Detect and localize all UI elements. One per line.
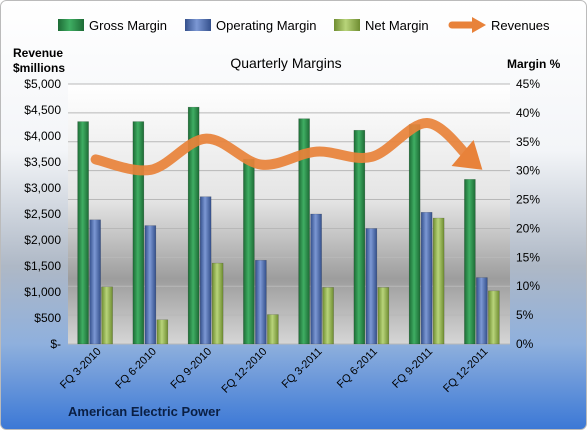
revenue-line: [90, 118, 483, 176]
bar-gross-margin: [77, 121, 89, 345]
legend-label-gross-margin: Gross Margin: [89, 18, 167, 33]
company-name: American Electric Power: [68, 404, 220, 419]
bar-gross-margin: [408, 124, 421, 345]
bar-net-margin: [267, 314, 279, 345]
chart-title: Quarterly Margins: [230, 55, 341, 71]
bar-net-margin: [488, 290, 500, 345]
bar-gross-margin: [464, 179, 476, 345]
bar-net-margin: [211, 262, 224, 345]
revenue-arrowhead: [451, 140, 483, 170]
left-axis-title-line1: Revenue: [13, 46, 63, 60]
right-tick-label: 45%: [516, 77, 540, 91]
right-tick-label: 10%: [516, 279, 540, 293]
left-tick-label: $1,500: [24, 259, 61, 273]
legend-swatch-revenues-arrowhead: [472, 17, 486, 33]
legend-label-net-margin: Net Margin: [365, 18, 429, 33]
bar-net-margin: [156, 319, 169, 345]
bar-operating-margin: [144, 225, 157, 345]
bar-gross-margin: [187, 106, 200, 345]
legend: Gross Margin Operating Margin Net Margin…: [58, 17, 550, 33]
right-tick-label: 25%: [516, 193, 540, 207]
left-tick-label: $3,000: [24, 181, 61, 195]
legend-label-operating-margin: Operating Margin: [216, 18, 316, 33]
left-tick-label: $3,500: [24, 155, 61, 169]
bar-operating-margin: [420, 212, 433, 345]
bar-operating-margin: [476, 277, 488, 345]
legend-swatch-gross-margin: [58, 19, 84, 31]
bar-operating-margin: [89, 219, 101, 345]
bars: [77, 106, 500, 345]
right-tick-label: 40%: [516, 106, 540, 120]
revenue-line-path: [90, 118, 477, 176]
bar-net-margin: [377, 287, 390, 345]
bar-gross-margin: [132, 121, 145, 345]
left-axis-title-line2: $millions: [13, 61, 65, 75]
right-tick-label: 5%: [516, 308, 534, 322]
right-axis-title: Margin %: [507, 57, 561, 71]
bar-operating-margin: [310, 213, 322, 345]
left-tick-label: $2,000: [24, 233, 61, 247]
left-tick-label: $2,500: [24, 207, 61, 221]
bar-operating-margin: [365, 228, 378, 345]
right-tick-label: 0%: [516, 337, 534, 351]
left-tick-label: $4,500: [24, 103, 61, 117]
right-tick-label: 35%: [516, 135, 540, 149]
left-axis-ticks: $- $500 $1,000 $1,500 $2,000 $2,500 $3,000 $3,5…: [24, 77, 61, 351]
bar-operating-margin: [199, 196, 212, 345]
left-tick-label: $1,000: [24, 285, 61, 299]
right-axis-ticks: 0% 5% 10% 15% 20% 25% 30% 35% 40% 45%: [516, 77, 540, 351]
right-tick-label: 30%: [516, 164, 540, 178]
bar-gross-margin: [298, 118, 310, 345]
bar-gross-margin: [353, 129, 366, 345]
bar-net-margin: [432, 217, 445, 345]
bar-gross-margin: [243, 158, 255, 345]
legend-swatch-net-margin: [334, 19, 360, 31]
left-tick-label: $-: [50, 337, 61, 351]
bar-operating-margin: [255, 259, 267, 345]
legend-label-revenues: Revenues: [491, 18, 550, 33]
bar-net-margin: [322, 287, 334, 345]
bar-net-margin: [101, 286, 113, 345]
left-tick-label: $500: [34, 311, 61, 325]
left-tick-label: $5,000: [24, 77, 61, 91]
right-tick-label: 20%: [516, 221, 540, 235]
left-tick-label: $4,000: [24, 129, 61, 143]
right-tick-label: 15%: [516, 250, 540, 264]
legend-swatch-operating-margin: [185, 19, 211, 31]
